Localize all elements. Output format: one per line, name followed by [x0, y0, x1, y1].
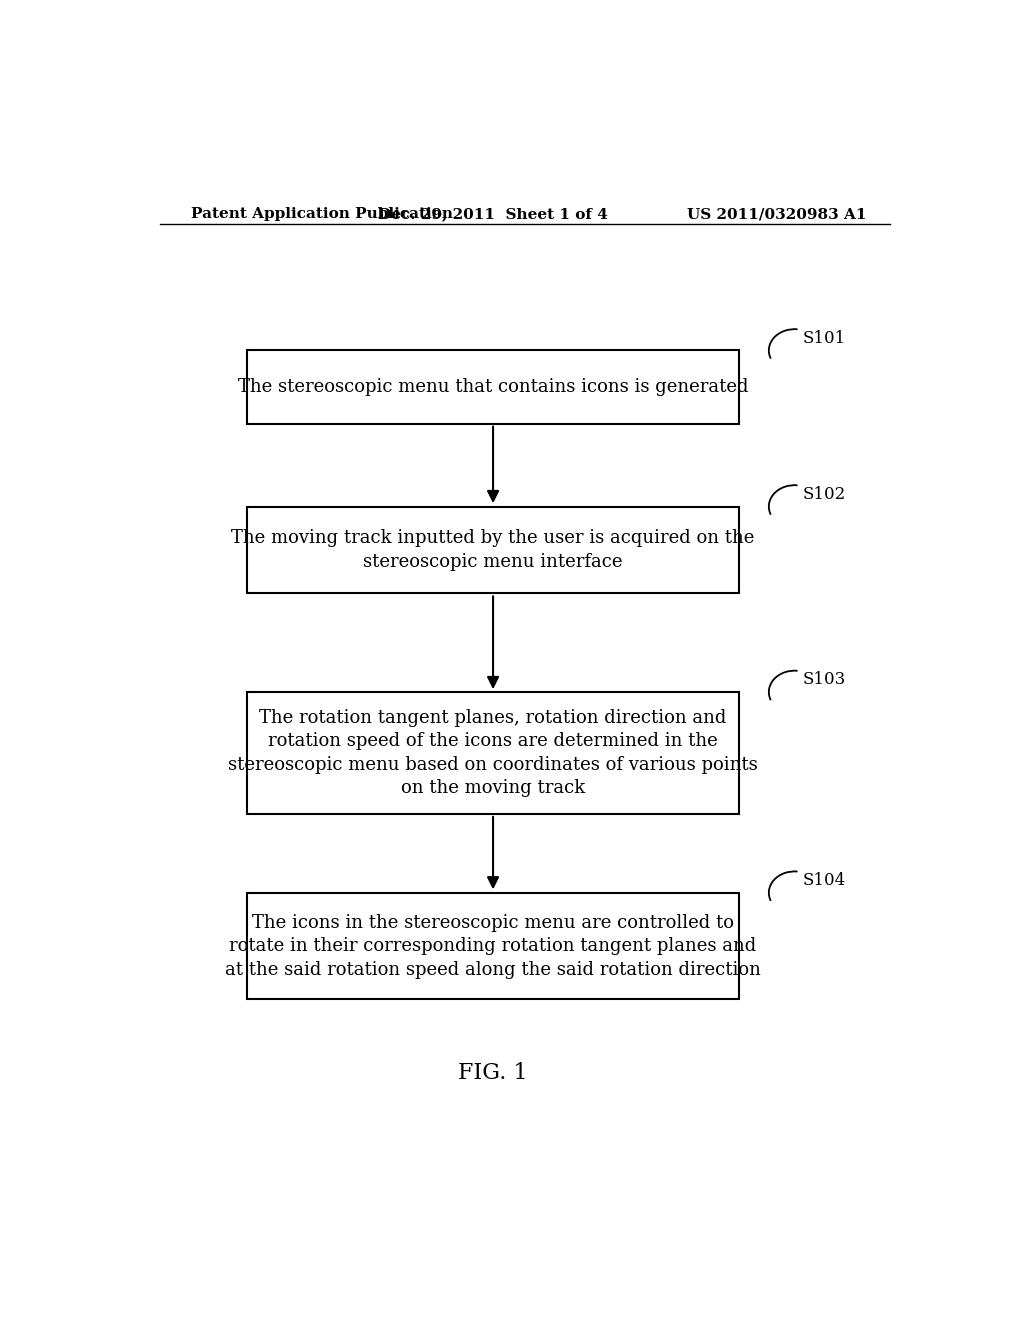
- FancyBboxPatch shape: [247, 507, 739, 593]
- Text: Dec. 29, 2011  Sheet 1 of 4: Dec. 29, 2011 Sheet 1 of 4: [378, 207, 608, 222]
- FancyBboxPatch shape: [247, 892, 739, 999]
- Text: S104: S104: [803, 873, 846, 890]
- Text: The moving track inputted by the user is acquired on the
stereoscopic menu inter: The moving track inputted by the user is…: [231, 529, 755, 570]
- Text: The icons in the stereoscopic menu are controlled to
rotate in their correspondi: The icons in the stereoscopic menu are c…: [225, 913, 761, 978]
- Text: US 2011/0320983 A1: US 2011/0320983 A1: [686, 207, 866, 222]
- FancyBboxPatch shape: [247, 692, 739, 814]
- Text: S102: S102: [803, 486, 846, 503]
- FancyBboxPatch shape: [247, 351, 739, 424]
- Text: S103: S103: [803, 672, 846, 688]
- Text: The rotation tangent planes, rotation direction and
rotation speed of the icons : The rotation tangent planes, rotation di…: [228, 709, 758, 797]
- Text: Patent Application Publication: Patent Application Publication: [191, 207, 454, 222]
- Text: S101: S101: [803, 330, 846, 347]
- Text: FIG. 1: FIG. 1: [459, 1063, 527, 1084]
- Text: The stereoscopic menu that contains icons is generated: The stereoscopic menu that contains icon…: [238, 378, 749, 396]
